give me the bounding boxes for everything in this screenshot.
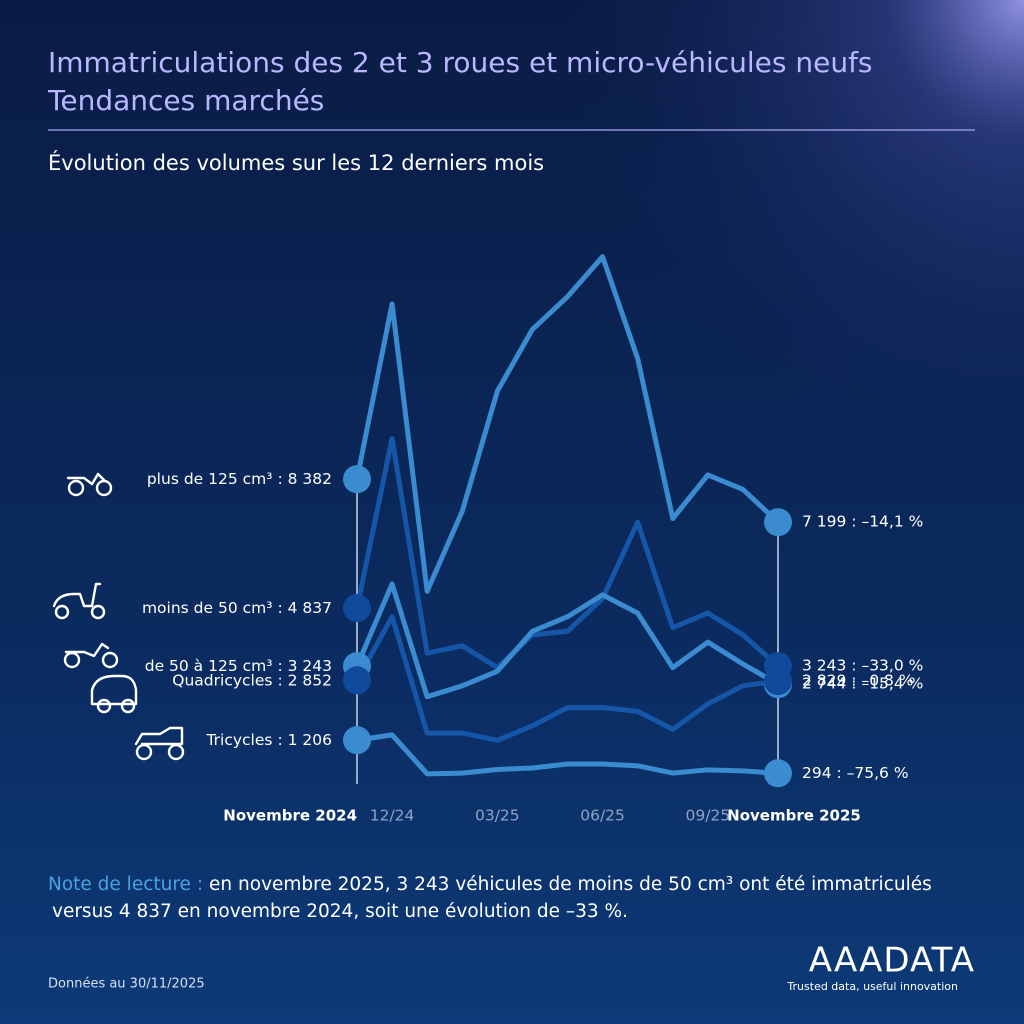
title-line2: Tendances marchés (47, 84, 324, 117)
endpoint-marker (343, 465, 371, 494)
start-label: moins de 50 cm³: 4 837 (142, 599, 332, 617)
endpoint-marker (343, 666, 371, 695)
end-value-label: 294 : –75,6 % (802, 764, 909, 782)
series-name: plus de 125 cm³ (147, 470, 273, 488)
endpoint-marker (343, 594, 371, 623)
endpoint-marker (764, 759, 792, 788)
end-value-label: 3 243 : –33,0 % (802, 657, 923, 675)
source: Données au 30/11/2025 (48, 977, 205, 992)
start-label: Quadricycles : 2 852 (172, 671, 332, 689)
note-line2: versus 4 837 en novembre 2024, soit une … (52, 901, 628, 922)
icon-motorcycle (63, 642, 119, 669)
start-value-label: : 4 837 (277, 599, 332, 617)
endpoint-marker (343, 726, 371, 755)
icon-quadricycle (90, 674, 138, 714)
start-value-label: : 8 382 (277, 470, 332, 488)
start-label: plus de 125 cm³: 8 382 (147, 470, 332, 488)
series-name: moins de 50 cm³ (142, 599, 273, 617)
start-value-label: : 2 852 (277, 671, 332, 689)
series-line (354, 614, 781, 743)
x-tick-label: Novembre 2024 (223, 807, 357, 825)
series-line (354, 581, 781, 700)
series-line (354, 254, 781, 594)
icon-motorcycle-large (66, 472, 113, 497)
series-line (354, 732, 781, 777)
note-label: Note de lecture : (48, 874, 203, 895)
series-name: de 50 à 125 cm³ (145, 657, 273, 675)
x-tick-label: 06/25 (580, 807, 625, 825)
start-value-label: : 1 206 (277, 731, 332, 749)
start-label: de 50 à 125 cm³: 3 243 (145, 657, 332, 675)
icon-scooter (52, 582, 106, 620)
x-tick-label: 12/24 (370, 807, 415, 825)
title: Immatriculations des 2 et 3 roues et mic… (48, 46, 873, 79)
x-tick-label: Novembre 2025 (727, 807, 861, 825)
start-label: Tricycles : 1 206 (205, 731, 332, 749)
series-name: Quadricycles (172, 671, 272, 689)
series-name: Tricycles (205, 731, 272, 749)
icons (52, 472, 185, 761)
subtitle: Évolution des volumes sur les 12 dernier… (48, 150, 544, 175)
end-value-label: 2 744 : –15,4 % (802, 675, 923, 693)
note-line1: Note de lecture : en novembre 2025, 3 243… (48, 874, 932, 895)
start-value-label: : 3 243 (277, 657, 332, 675)
end-value-label: 2 829 : –0,8 % (802, 672, 914, 690)
x-tick-label: 09/25 (685, 807, 730, 825)
series-line (354, 436, 781, 671)
logo: AAADATA (809, 941, 975, 981)
tagline: Trusted data, useful innovation (786, 980, 958, 993)
endpoint-marker (764, 508, 792, 537)
end-value-label: 7 199 : –14,1 % (802, 513, 923, 531)
endpoint-marker (764, 667, 792, 696)
note-text: en novembre 2025, 3 243 véhicules de moi… (209, 874, 932, 895)
icon-tricycle (134, 726, 185, 761)
x-tick-label: 03/25 (475, 807, 520, 825)
